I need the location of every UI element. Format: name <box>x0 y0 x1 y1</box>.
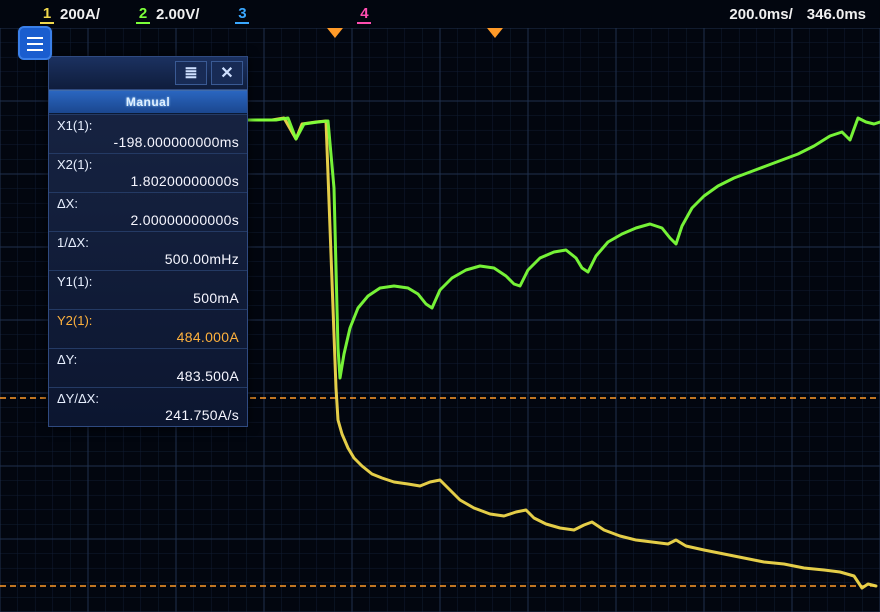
panel-list-button[interactable]: ≣ <box>175 61 207 85</box>
cursor-row-3: 1/ΔX:500.00mHz <box>49 231 247 270</box>
cursor-row-label: 1/ΔX: <box>57 235 239 250</box>
cursor-row-value: 500mA <box>57 289 239 307</box>
channel-4: 4 <box>357 5 371 24</box>
channel-timebase-bar: 1 200A/ 2 2.00V/ 3 4 200.0ms/ 346.0ms <box>0 0 880 28</box>
ref-marker-1 <box>327 28 343 38</box>
cursor-row-1: X2(1):1.80200000000s <box>49 153 247 192</box>
main-menu-icon[interactable] <box>18 26 52 60</box>
panel-close-button[interactable]: ✕ <box>211 61 243 85</box>
cursor-row-6: ΔY:483.500A <box>49 348 247 387</box>
channel-3-num: 3 <box>235 5 249 24</box>
cursor-row-label: Y2(1): <box>57 313 239 328</box>
cursor-row-value: 500.00mHz <box>57 250 239 268</box>
cursor-row-value: 483.500A <box>57 367 239 385</box>
cursor-panel[interactable]: ≣ ✕ Manual X1(1):-198.000000000msX2(1):1… <box>48 56 248 427</box>
ref-marker-2 <box>487 28 503 38</box>
channel-1-num: 1 <box>40 5 54 24</box>
delay-value: 346.0ms <box>807 6 866 23</box>
channel-1-scale: 200A/ <box>60 6 100 23</box>
timebase-value: 200.0ms/ <box>729 6 792 23</box>
cursor-row-label: X1(1): <box>57 118 239 133</box>
cursor-row-value: 1.80200000000s <box>57 172 239 190</box>
cursor-row-value: 241.750A/s <box>57 406 239 424</box>
channel-1: 1 200A/ <box>40 5 100 24</box>
cursor-row-2: ΔX:2.00000000000s <box>49 192 247 231</box>
cursor-row-value: 484.000A <box>57 328 239 346</box>
cursor-row-value: 2.00000000000s <box>57 211 239 229</box>
cursor-row-7: ΔY/ΔX:241.750A/s <box>49 387 247 426</box>
cursor-panel-header: ≣ ✕ <box>49 57 247 90</box>
cursor-mode-label[interactable]: Manual <box>49 90 247 114</box>
cursor-row-label: X2(1): <box>57 157 239 172</box>
cursor-row-label: ΔY/ΔX: <box>57 391 239 406</box>
channel-2-scale: 2.00V/ <box>156 6 199 23</box>
cursor-row-label: ΔY: <box>57 352 239 367</box>
cursor-row-5: Y2(1):484.000A <box>49 309 247 348</box>
timebase-readout: 200.0ms/ 346.0ms <box>729 6 866 23</box>
channel-2: 2 2.00V/ <box>136 5 199 24</box>
cursor-row-label: ΔX: <box>57 196 239 211</box>
channel-4-num: 4 <box>357 5 371 24</box>
cursor-row-label: Y1(1): <box>57 274 239 289</box>
cursor-row-4: Y1(1):500mA <box>49 270 247 309</box>
cursor-row-0: X1(1):-198.000000000ms <box>49 114 247 153</box>
cursor-row-value: -198.000000000ms <box>57 133 239 151</box>
channel-3: 3 <box>235 5 249 24</box>
channel-2-num: 2 <box>136 5 150 24</box>
